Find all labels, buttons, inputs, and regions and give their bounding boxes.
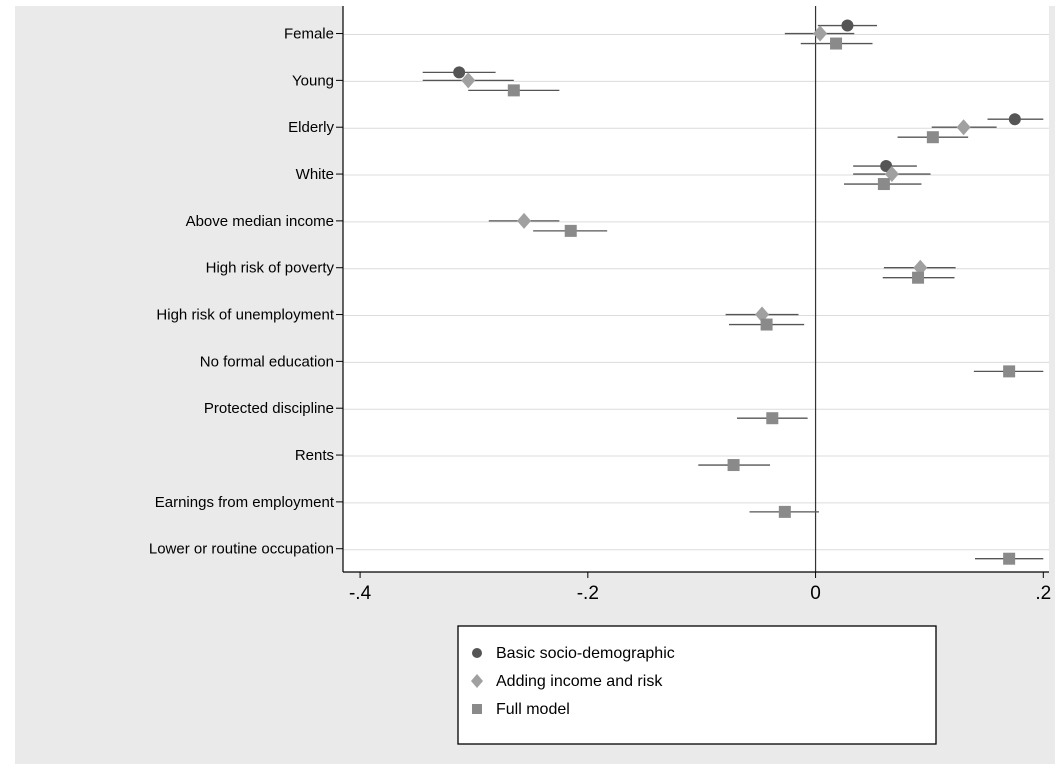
legend-label: Basic socio-demographic: [496, 645, 675, 662]
point-marker: [760, 318, 773, 331]
x-tick-label: 0: [810, 583, 821, 604]
point-marker: [956, 119, 971, 136]
legend: [457, 625, 937, 745]
y-tick-label: Elderly: [288, 119, 334, 136]
plot-area: [343, 6, 1049, 572]
y-tick-label: White: [296, 166, 334, 183]
point-marker: [880, 160, 893, 173]
y-tick-label: Above median income: [186, 213, 334, 230]
y-tick-label: High risk of poverty: [206, 260, 335, 277]
point-marker: [453, 66, 466, 79]
legend-marker: [472, 704, 482, 714]
legend-label: Adding income and risk: [496, 673, 663, 690]
y-tick-label: No formal education: [200, 353, 334, 370]
point-marker: [517, 212, 532, 229]
y-tick-label: Protected discipline: [204, 400, 334, 417]
point-marker: [766, 412, 779, 425]
point-marker: [507, 84, 520, 97]
point-marker: [877, 178, 890, 191]
point-marker: [830, 37, 843, 50]
x-tick-label: .2: [1035, 583, 1051, 604]
point-marker: [727, 459, 740, 472]
point-marker: [1008, 113, 1021, 126]
point-marker: [926, 131, 939, 144]
point-marker: [778, 505, 791, 518]
point-marker: [461, 72, 476, 89]
y-tick-label: High risk of unemployment: [156, 307, 334, 324]
x-tick-label: -.4: [349, 583, 372, 604]
y-tick-label: Young: [292, 72, 334, 89]
coefficient-plot: Female Young Elderly White Above median inco…: [149, 6, 1051, 745]
point-marker: [1003, 552, 1016, 565]
y-tick-label: Rents: [295, 447, 334, 464]
point-marker: [564, 224, 577, 237]
legend-marker: [471, 674, 483, 688]
legend-marker: [472, 648, 482, 658]
point-marker: [912, 271, 925, 284]
legend-label: Full model: [496, 701, 570, 718]
y-tick-label: Female: [284, 26, 334, 43]
y-tick-label: Lower or routine occupation: [149, 541, 334, 558]
point-marker: [1003, 365, 1016, 378]
x-tick-label: -.2: [577, 583, 599, 604]
chart-area: Female Young Elderly White Above median inco…: [15, 6, 1055, 764]
y-tick-label: Earnings from employment: [155, 494, 335, 511]
point-marker: [841, 19, 854, 32]
point-marker: [813, 25, 828, 42]
